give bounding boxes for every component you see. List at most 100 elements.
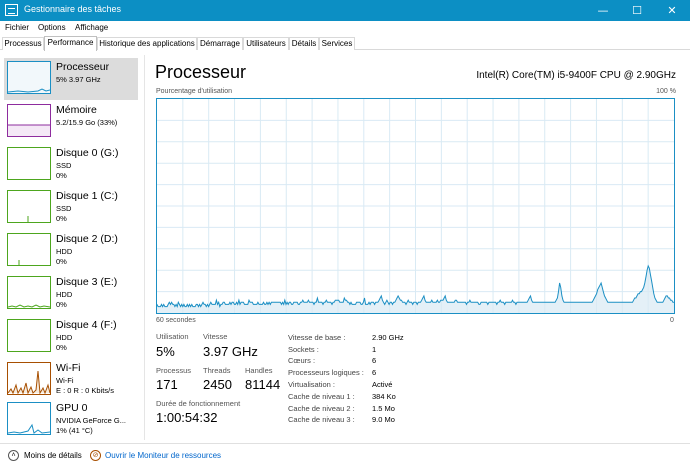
sidebar-item-label: Wi-Fi [56,362,81,374]
sidebar-item-sub: 5% 3.97 GHz [56,75,101,84]
sidebar-item-sub2: 0% [56,300,67,309]
uptime-label: Durée de fonctionnement [156,399,241,408]
sidebar-item-wifi[interactable]: Wi-Fi Wi-Fi E : 0 R : 0 Kbits/s [4,359,138,401]
tab-demarrage[interactable]: Démarrage [197,37,243,50]
performance-panel: Processeur Intel(R) Core(TM) i5-9400F CP… [150,55,690,440]
disque-4-thumbnail [7,319,51,352]
menu-bar: Fichier Options Affichage [0,21,690,36]
prop-label-coeurs: Cœurs : [288,356,316,365]
footer-bar: ˄ Moins de détails ⊘ Ouvrir le Moniteur … [0,443,690,469]
gpu-mini-graph [7,423,51,434]
processus-value: 171 [156,377,178,392]
memoire-mini-graph [8,124,50,136]
prop-label-vitesse-base: Vitesse de base : [288,333,346,342]
tab-processus[interactable]: Processus [2,37,44,50]
sidebar-item-sub: NVIDIA GeForce G... [56,416,127,425]
tab-services[interactable]: Services [319,37,355,50]
disque-2-thumbnail [7,233,51,266]
disque-1-mini-graph [27,216,29,222]
handles-label: Handles [245,366,273,375]
sidebar-item-disque-4[interactable]: Disque 4 (F:) HDD 0% [4,316,138,358]
prop-value-sockets: 1 [372,345,377,354]
sidebar-item-memoire[interactable]: Mémoire 5.2/15.9 Go (33%) [4,101,138,143]
sidebar-item-sub: HDD [56,333,73,342]
less-details-link[interactable]: Moins de détails [24,451,82,460]
threads-value: 2450 [203,377,232,392]
prop-label-cache-l1: Cache de niveau 1 : [288,392,355,401]
minimize-button[interactable]: — [597,4,609,17]
prop-value-cache-l2: 1.5 Mo [372,404,395,413]
prop-value-vitesse-base: 2.90 GHz [372,333,404,342]
disque-0-thumbnail [7,147,51,180]
wifi-thumbnail [7,362,51,395]
sidebar-item-disque-3[interactable]: Disque 3 (E:) HDD 0% [4,273,138,315]
sidebar-item-sub: SSD [56,161,72,170]
graph-label: Pourcentage d'utilisation [156,88,233,95]
maximize-button[interactable]: ☐ [632,4,642,17]
page-title: Processeur [155,62,247,82]
sidebar-item-label: Processeur [56,61,110,73]
chevron-up-icon[interactable]: ˄ [8,450,19,461]
threads-label: Threads [203,366,231,375]
prop-label-cache-l3: Cache de niveau 3 : [288,415,355,424]
sidebar-item-sub2: 0% [56,343,67,352]
cpu-model: Intel(R) Core(TM) i5-9400F CPU @ 2.90GHz [476,70,676,81]
sidebar-item-sub2: 1% (41 °C) [56,426,93,435]
sidebar-item-sub: SSD [56,204,72,213]
memoire-thumbnail [7,104,51,137]
cpu-usage-graph [156,98,675,314]
resource-monitor-link[interactable]: Ouvrir le Moniteur de ressources [105,451,222,460]
sidebar-item-disque-2[interactable]: Disque 2 (D:) HDD 0% [4,230,138,272]
disque-3-mini-graph [7,304,51,308]
sidebar-item-label: GPU 0 [56,402,88,414]
sidebar-item-label: Disque 1 (C:) [56,190,118,202]
wifi-mini-graph [7,370,51,395]
disque-3-thumbnail [7,276,51,309]
processus-label: Processus [156,366,192,375]
sidebar-item-sub: HDD [56,290,73,299]
sidebar-item-processeur[interactable]: Processeur 5% 3.97 GHz [4,58,138,100]
sidebar-item-sub2: 0% [56,171,67,180]
sidebar-item-gpu[interactable]: GPU 0 NVIDIA GeForce G... 1% (41 °C) [4,399,138,441]
sidebar-item-disque-0[interactable]: Disque 0 (G:) SSD 0% [4,144,138,186]
tab-details[interactable]: Détails [289,37,319,50]
resource-monitor-icon: ⊘ [90,450,101,461]
processeur-thumbnail [7,61,51,94]
prop-label-cache-l2: Cache de niveau 2 : [288,404,355,413]
sidebar-item-label: Mémoire [56,104,97,116]
processeur-mini-graph [7,88,51,93]
sidebar-item-sub2: 0% [56,257,67,266]
vitesse-value: 3.97 GHz [203,344,258,359]
cpu-usage-chart [156,99,674,313]
vitesse-label: Vitesse [203,332,228,341]
sidebar-item-sub: Wi-Fi [56,376,74,385]
cpu-usage-line [156,264,674,309]
menu-affichage[interactable]: Affichage [75,23,109,32]
utilisation-value: 5% [156,344,175,359]
title-bar: Gestionnaire des tâches — ☐ ✕ [0,0,690,21]
prop-value-processeurs-logiques: 6 [372,368,377,377]
sidebar-item-disque-1[interactable]: Disque 1 (C:) SSD 0% [4,187,138,229]
graph-min-label: 0 [670,317,674,324]
prop-label-sockets: Sockets : [288,345,319,354]
prop-value-cache-l3: 9.0 Mo [372,415,395,424]
task-manager-icon [5,4,18,16]
sidebar-item-label: Disque 4 (F:) [56,319,117,331]
tab-utilisateurs[interactable]: Utilisateurs [243,37,289,50]
close-button[interactable]: ✕ [667,4,677,17]
graph-max-label: 100 % [656,88,676,95]
tab-performance[interactable]: Performance [44,36,97,51]
handles-value: 81144 [245,377,281,392]
gpu-thumbnail [7,402,51,435]
sidebar-item-label: Disque 3 (E:) [56,276,118,288]
prop-value-cache-l1: 384 Ko [372,392,396,401]
disque-1-thumbnail [7,190,51,223]
disque-2-mini-graph [18,260,20,265]
tab-historique[interactable]: Historique des applications [97,37,197,50]
utilisation-label: Utilisation [156,332,189,341]
sidebar-item-sub: HDD [56,247,73,256]
menu-fichier[interactable]: Fichier [5,23,30,32]
graph-time-label: 60 secondes [156,317,196,324]
menu-options[interactable]: Options [38,23,66,32]
prop-value-virtualisation: Activé [372,380,393,389]
